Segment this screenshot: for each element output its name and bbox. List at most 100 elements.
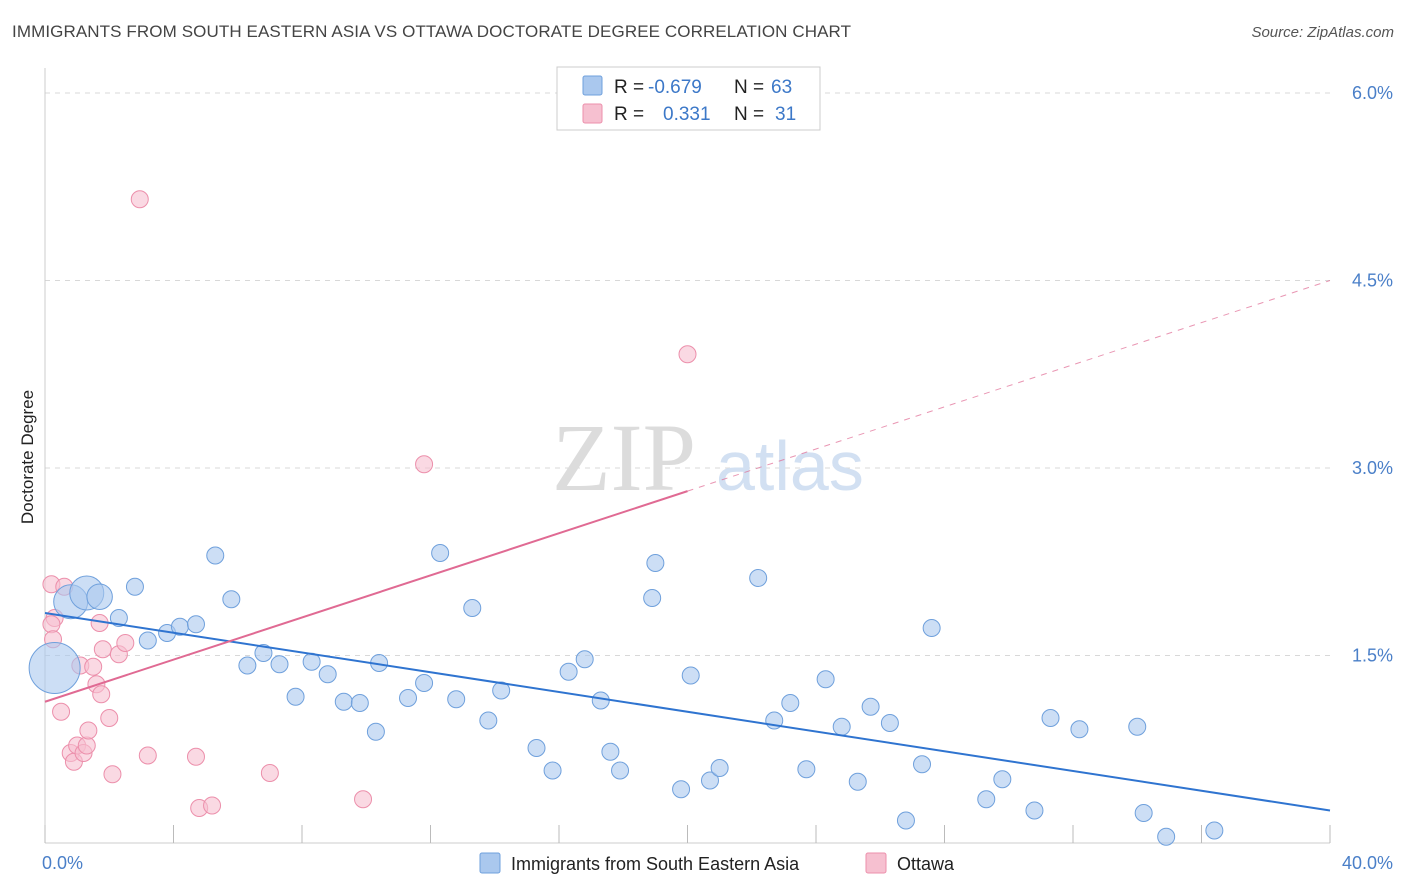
immigrants-point [601,742,620,761]
ottawa-point [130,190,149,209]
immigrants-point [431,544,450,562]
immigrants-point [993,770,1012,789]
legend-r-value-blue: -0.679 [648,77,702,98]
ottawa-point [415,455,434,474]
immigrants-point [611,761,630,780]
immigrants-point [286,687,305,706]
ottawa-trend-extension [687,280,1331,492]
y-tick-label: 6.0% [1352,83,1393,103]
immigrants-point [575,650,594,669]
immigrants-point [1041,709,1060,727]
immigrants-point [1134,804,1153,822]
series-legend-swatch-blue [479,852,501,874]
immigrants-point [399,689,418,707]
immigrants-point [781,694,800,712]
immigrants-point [896,811,915,830]
immigrants-point [334,692,353,711]
legend-n-value-blue: 63 [771,77,792,98]
immigrants-point [1128,717,1147,736]
legend-r-label-blue: R = [614,77,644,98]
watermark-zip: ZIP [552,404,696,511]
immigrants-point [1070,720,1089,739]
immigrants-point [559,662,578,681]
ottawa-point [354,790,373,809]
immigrants-point [749,569,768,587]
immigrants-point [238,656,257,675]
correlation-legend: R = -0.679 N = 63 R = 0.331 N = 31 [556,66,821,131]
immigrants-point [109,609,128,627]
ottawa-point [203,796,222,815]
legend-r-value-pink: 0.331 [663,104,711,125]
x-tick-labels: 0.0% 40.0% [42,853,1393,873]
watermark-atlas: atlas [716,427,864,505]
immigrants-point [1157,827,1176,846]
legend-r-label-pink: R = [614,104,644,125]
axes [44,68,1331,844]
ottawa-point [138,746,157,765]
y-tick-label: 1.5% [1352,646,1393,666]
immigrants-point [591,691,610,710]
immigrants-point [913,755,932,774]
ottawa-point [260,764,279,782]
x-tick-label-min: 0.0% [42,853,83,873]
ottawa-point [77,736,96,755]
immigrants-point [254,644,273,662]
immigrants-point [86,583,113,610]
immigrants-point [270,655,289,674]
legend-swatch-blue [582,75,603,96]
series-legend-label-pink: Ottawa [897,854,955,874]
ottawa-point [52,702,71,721]
immigrants-point [672,780,691,799]
immigrants-point [206,546,225,565]
immigrants-point [543,761,562,780]
immigrants-point [848,772,867,791]
immigrants-point [832,717,851,736]
immigrants-point [479,711,498,730]
ottawa-trend-line [44,490,688,703]
legend-n-label-blue: N = [734,77,764,98]
immigrants-point [366,722,385,741]
ottawa-point [93,640,112,659]
ottawa-point [103,765,122,784]
immigrants-point [643,589,662,607]
immigrants-point [646,554,665,572]
immigrants-point [415,674,434,692]
immigrants-point [700,771,719,790]
legend-swatch-pink [582,103,603,124]
chart-title: IMMIGRANTS FROM SOUTH EASTERN ASIA VS OT… [12,22,852,41]
immigrants-point [447,690,466,709]
immigrants-point [1025,801,1044,820]
immigrants-point [138,631,157,650]
immigrants-point [28,642,81,694]
immigrants-point [125,577,144,596]
watermark: ZIP atlas [552,404,864,511]
immigrants-point [463,599,482,617]
ottawa-point [79,721,98,740]
immigrants-point [318,665,337,684]
ottawa-point [92,685,111,704]
immigrants-point [1205,821,1224,840]
immigrants-point [922,619,941,637]
x-tick-label-max: 40.0% [1342,853,1393,873]
y-tick-label: 4.5% [1352,271,1393,291]
y-axis-title: Doctorate Degree [18,390,37,524]
immigrants-point [350,694,369,712]
ottawa-point [678,345,697,364]
immigrants-point [681,666,700,685]
immigrants-point [527,739,546,757]
ottawa-point [116,634,135,652]
ottawa-point [42,615,61,634]
immigrants-point [186,615,205,634]
series-legend: Immigrants from South Eastern Asia Ottaw… [479,852,955,874]
y-tick-labels: 1.5% 3.0% 4.5% 6.0% [1352,83,1393,666]
immigrants-point [861,697,880,716]
ottawa-point [100,709,119,727]
immigrants-point [492,681,511,700]
ottawa-point [84,657,103,676]
immigrants-points [28,544,1224,846]
series-legend-label-blue: Immigrants from South Eastern Asia [511,854,800,874]
series-legend-swatch-pink [865,852,887,874]
legend-n-label-pink: N = [734,104,764,125]
immigrants-point [880,714,899,732]
